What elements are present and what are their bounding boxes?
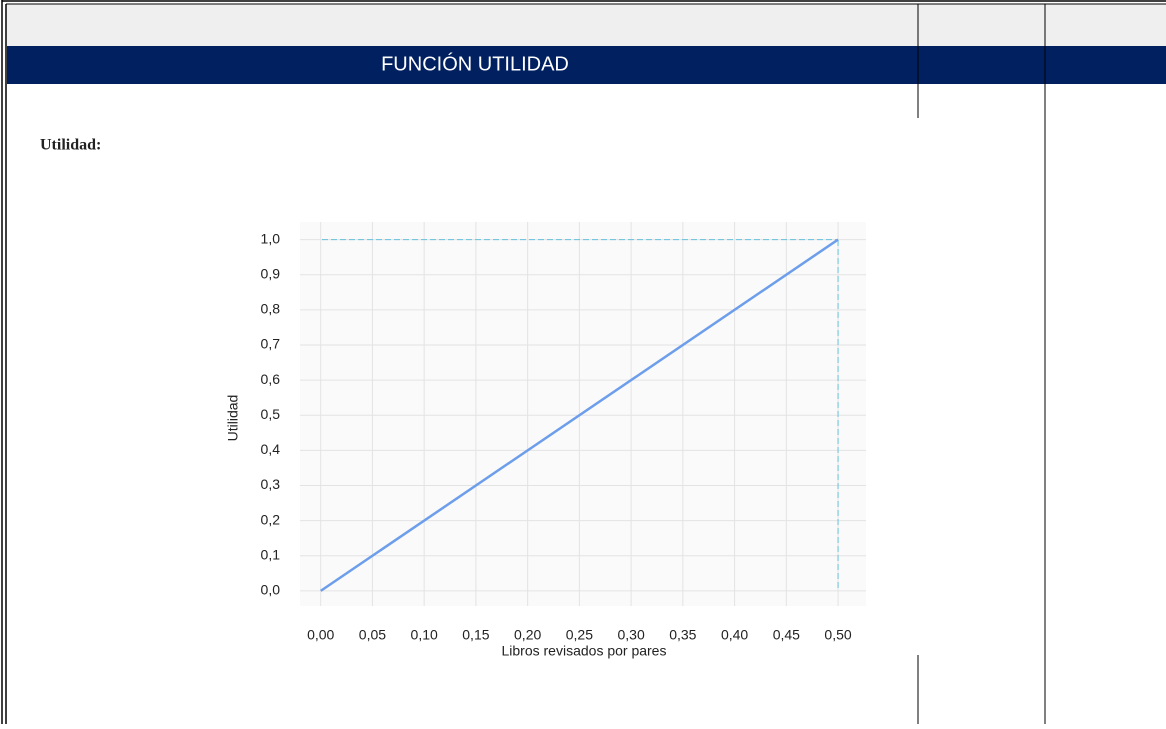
y-axis-label: Utilidad xyxy=(225,395,241,442)
section-label: Utilidad: xyxy=(40,137,101,154)
y-tick-label: 0,7 xyxy=(261,336,281,352)
y-tick-label: 0,1 xyxy=(261,546,281,562)
x-tick-label: 0,50 xyxy=(824,627,851,643)
y-tick-label: 0,4 xyxy=(261,441,281,457)
x-tick-label: 0,45 xyxy=(773,627,800,643)
top-row xyxy=(7,4,1166,46)
header-bar xyxy=(7,46,1166,84)
x-tick-label: 0,05 xyxy=(359,627,386,643)
x-tick-label: 0,15 xyxy=(462,627,489,643)
y-tick-label: 0,9 xyxy=(261,265,281,281)
x-tick-label: 0,30 xyxy=(617,627,644,643)
y-tick-label: 0,2 xyxy=(261,511,281,527)
y-tick-label: 0,8 xyxy=(261,301,281,317)
y-tick-label: 0,5 xyxy=(261,406,281,422)
x-tick-label: 0,40 xyxy=(721,627,748,643)
x-tick-label: 0,35 xyxy=(669,627,696,643)
x-tick-label: 0,00 xyxy=(307,627,334,643)
x-tick-label: 0,10 xyxy=(411,627,438,643)
x-tick-label: 0,20 xyxy=(514,627,541,643)
data-line xyxy=(319,238,839,592)
y-tick-label: 0,6 xyxy=(261,371,281,387)
x-tick-label: 0,25 xyxy=(566,627,593,643)
y-tick-label: 0,3 xyxy=(261,476,281,492)
x-axis-label: Libros revisados por pares xyxy=(502,643,667,659)
chart: 0,0 0,1 0,2 0,3 0,4 0,5 0,6 0,7 0,8 0,9 1,0 0,00 0,0… xyxy=(225,222,866,659)
y-tick-label: 1,0 xyxy=(261,230,281,246)
y-tick-label: 0,0 xyxy=(261,582,281,598)
header-title: FUNCIÓN UTILIDAD xyxy=(381,52,569,75)
